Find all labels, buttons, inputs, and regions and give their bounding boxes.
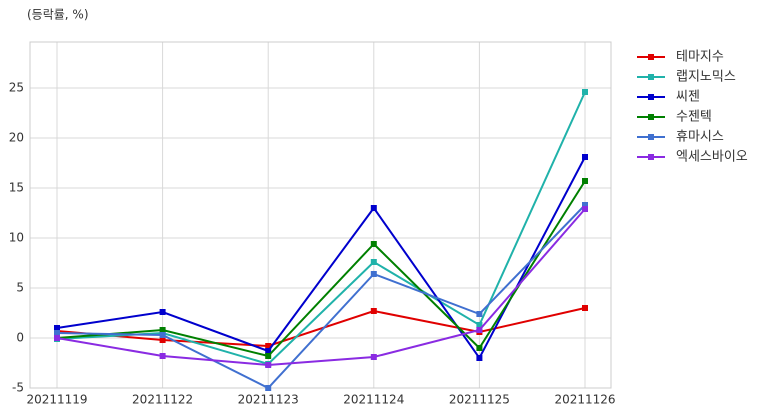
y-tick-label: 20 (9, 131, 24, 145)
legend-marker (648, 94, 654, 100)
point-marker (265, 353, 272, 359)
y-tick-label: 15 (9, 181, 24, 195)
point-marker (265, 362, 272, 368)
point-marker (370, 205, 377, 211)
y-tick-label: 25 (9, 81, 24, 95)
x-tick-label: 20211119 (26, 393, 87, 407)
point-marker (370, 271, 377, 277)
point-marker (370, 241, 377, 247)
y-tick-label: 0 (16, 331, 24, 345)
legend-label: 테마지수 (676, 50, 724, 65)
point-marker (159, 327, 166, 333)
point-marker (54, 330, 60, 336)
point-marker (582, 89, 588, 95)
point-marker (265, 343, 272, 349)
legend-label: 씨젠 (676, 90, 700, 105)
x-tick-label: 20211123 (238, 393, 299, 407)
point-marker (476, 345, 483, 351)
series-line (56, 307, 586, 348)
point-marker (54, 325, 60, 331)
point-marker (159, 309, 166, 315)
legend-marker (648, 54, 654, 60)
point-marker (476, 327, 483, 333)
point-marker (159, 332, 166, 338)
point-marker (582, 178, 588, 184)
legend-marker (648, 134, 654, 140)
point-marker (54, 335, 60, 341)
point-marker (582, 206, 588, 212)
series-line (56, 204, 586, 390)
legend-marker (648, 74, 654, 80)
series-line (56, 156, 586, 360)
series-line (56, 208, 586, 367)
point-marker (476, 322, 483, 328)
x-tick-label: 20211122 (132, 393, 193, 407)
point-marker (582, 202, 588, 208)
x-tick-label: 20211125 (449, 393, 510, 407)
y-tick-label: -5 (12, 381, 24, 395)
legend-marker (648, 114, 654, 120)
series-line (56, 91, 586, 366)
series-line (56, 180, 586, 358)
point-marker (265, 385, 272, 391)
point-marker (582, 154, 588, 160)
y-tick-label: 10 (9, 231, 24, 245)
legend-label: 랩지노믹스 (676, 70, 736, 85)
point-marker (476, 311, 483, 317)
x-tick-label: 20211124 (343, 393, 404, 407)
legend-label: 휴마시스 (676, 130, 724, 145)
point-marker (159, 337, 166, 343)
point-marker (265, 348, 272, 354)
point-marker (370, 354, 377, 360)
point-marker (370, 308, 377, 314)
point-marker (159, 353, 166, 359)
point-marker (582, 305, 588, 311)
legend-marker (648, 154, 654, 160)
legend-label: 엑세스바이오 (676, 150, 748, 165)
plot-frame (29, 41, 612, 389)
point-marker (476, 355, 483, 361)
point-marker (370, 259, 377, 265)
y-tick-label: 5 (16, 281, 24, 295)
legend-label: 수젠텍 (676, 110, 712, 125)
chart-title: (등락률, %) (27, 8, 89, 22)
x-tick-label: 20211126 (554, 393, 615, 407)
